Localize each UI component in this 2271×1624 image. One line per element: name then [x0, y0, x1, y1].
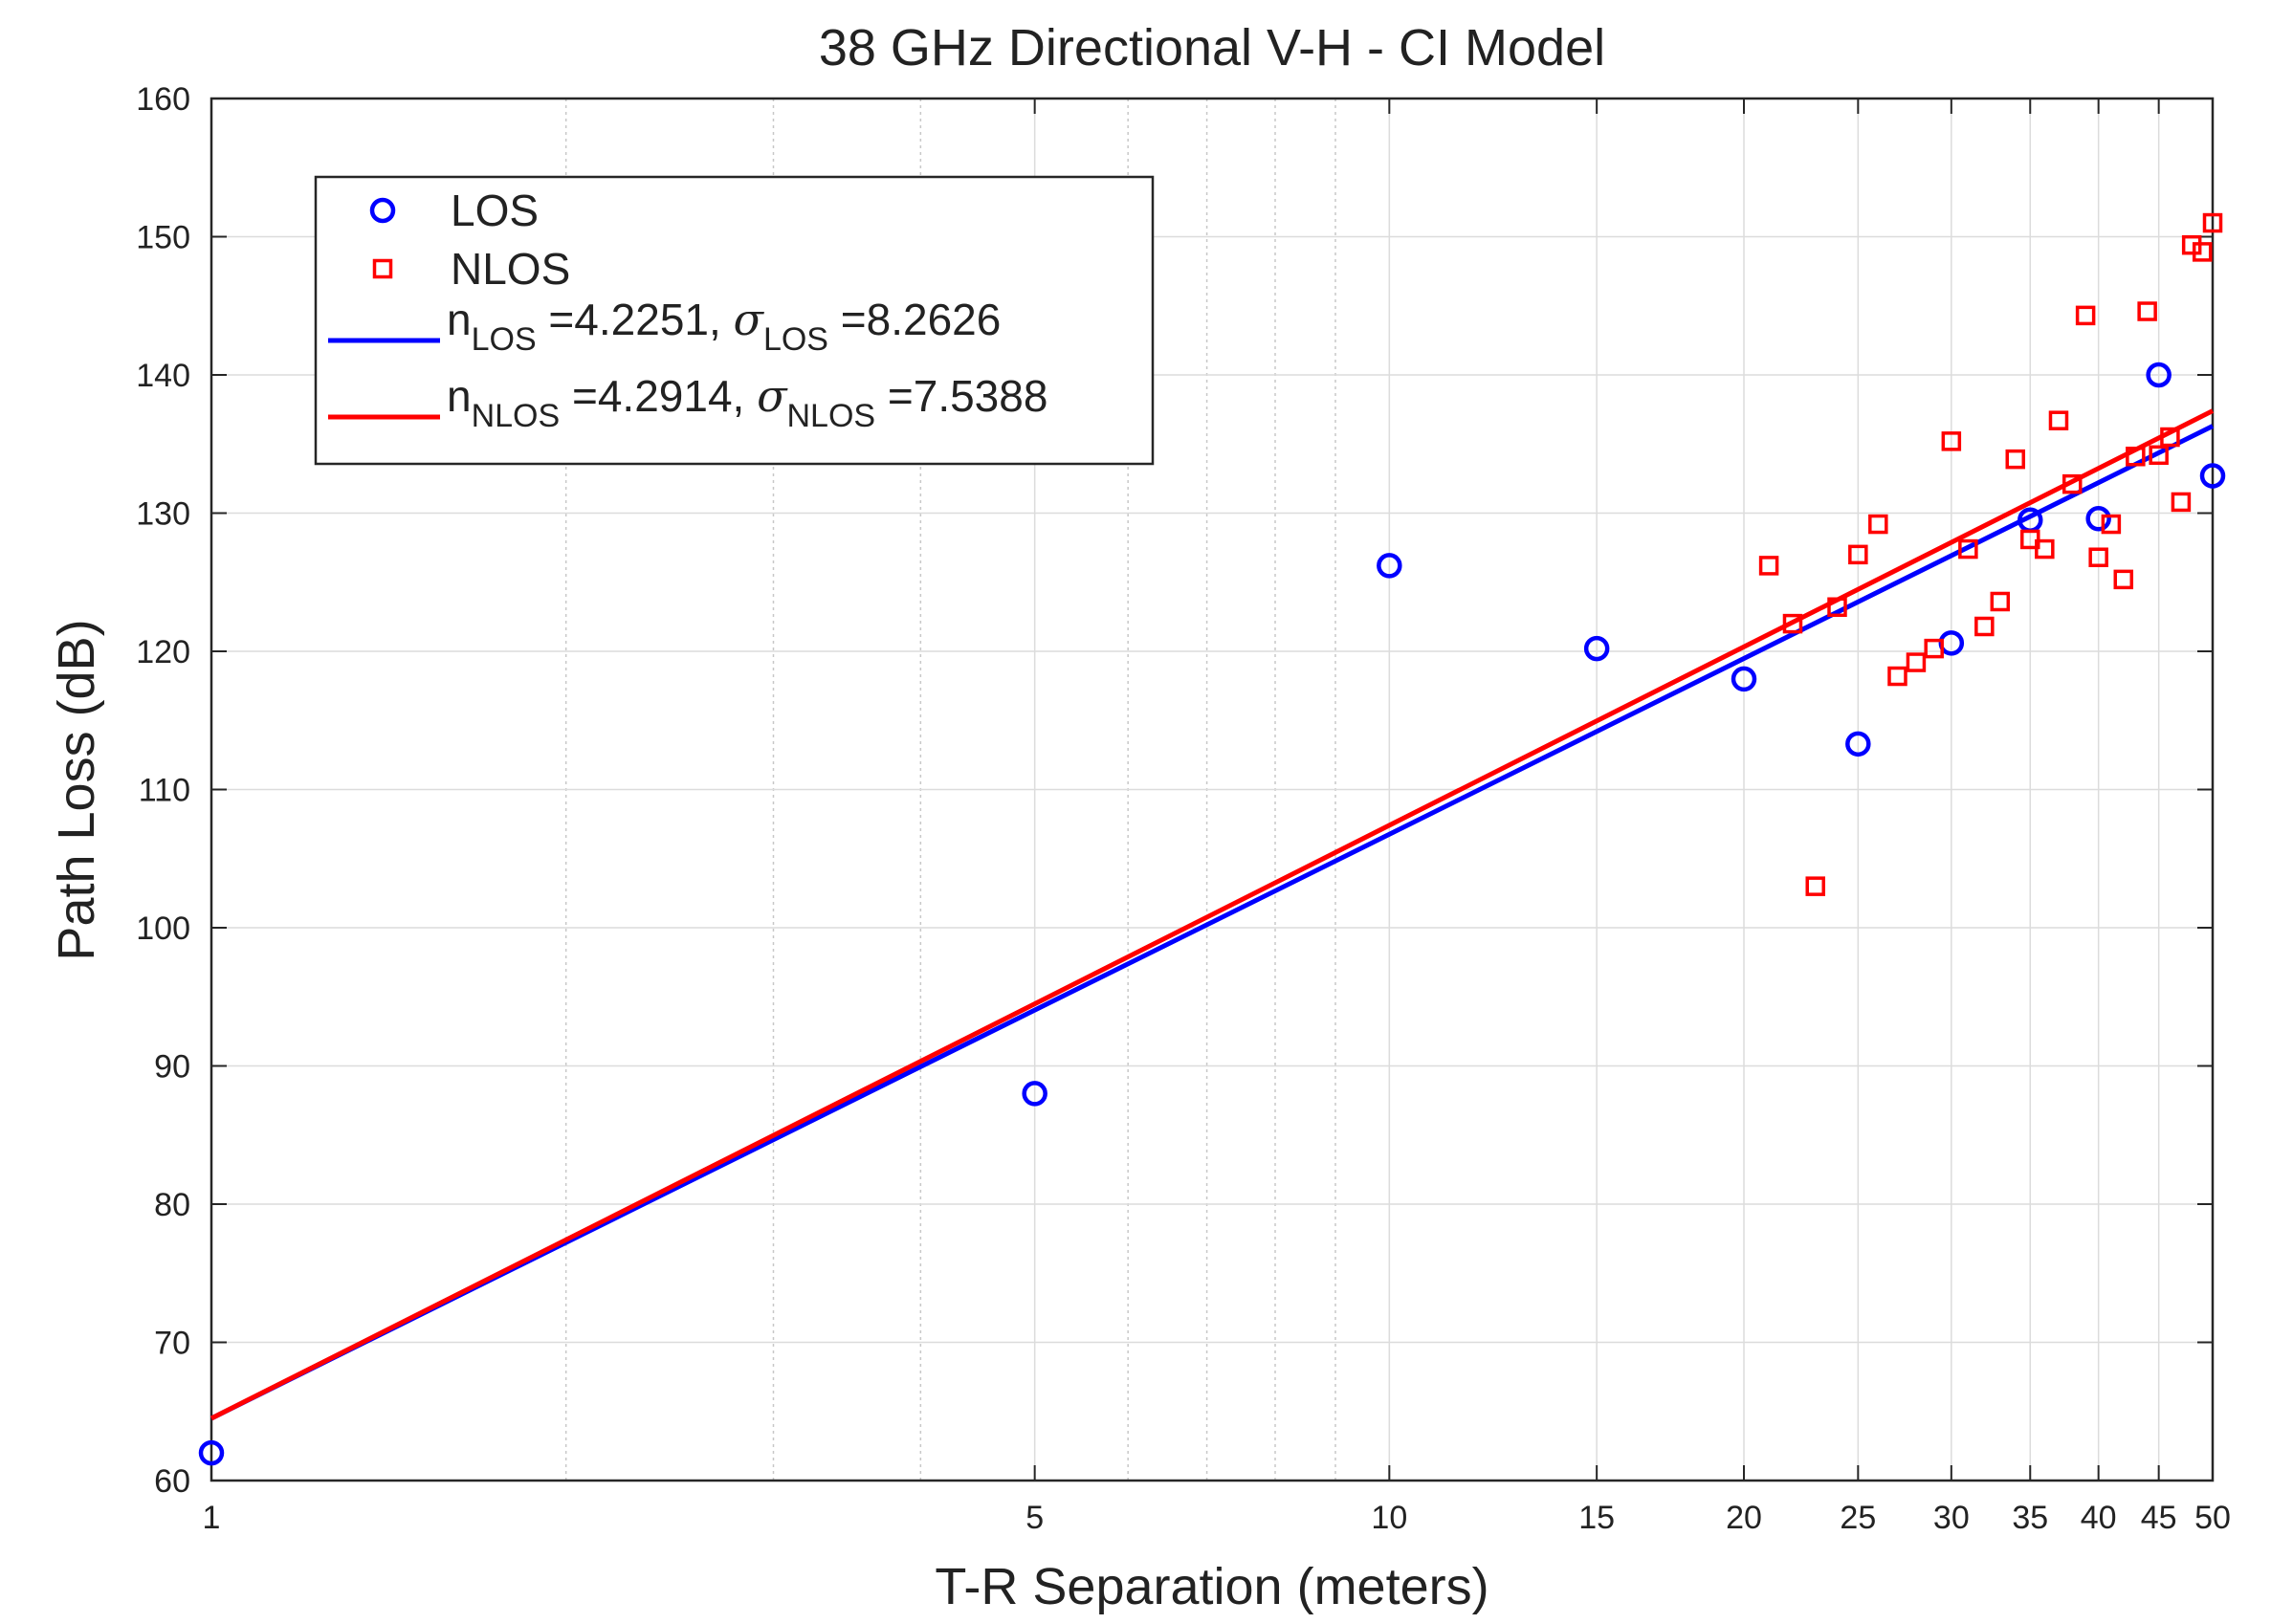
nlos-point [2149, 445, 2169, 466]
los-point [2085, 506, 2111, 532]
legend-nlos-label: NLOS [451, 244, 570, 294]
los-point [2199, 463, 2226, 489]
series-layer [198, 212, 2226, 1466]
nlos-point [2192, 242, 2213, 262]
y-tick-label: 110 [139, 773, 190, 809]
nlos-point [1887, 666, 1907, 687]
legend-los-label: LOS [451, 186, 539, 235]
nlos-point [1868, 514, 1888, 535]
y-tick-label: 130 [136, 496, 190, 533]
nlos-point [2075, 305, 2096, 326]
nlos-point [1974, 616, 1995, 637]
y-tick-label: 140 [136, 358, 190, 394]
nlos-point [1990, 591, 2011, 612]
nlos-point [2126, 447, 2146, 467]
x-tick-label: 10 [1371, 1500, 1407, 1536]
nlos-point [1906, 652, 1927, 672]
y-tick-label: 60 [154, 1463, 190, 1500]
y-tick-label: 70 [154, 1326, 190, 1362]
legend-los-fit-label: nLOS =4.2251, σLOS =8.2626 [447, 294, 1001, 358]
y-tick-label: 120 [136, 634, 190, 670]
nlos-point [1758, 556, 1779, 576]
nlos-point [2048, 410, 2069, 430]
los-point [2146, 362, 2172, 388]
x-tick-label: 40 [2081, 1500, 2117, 1536]
nlos-point [2005, 449, 2026, 470]
nlos-point [2062, 473, 2083, 494]
y-tick-label: 150 [136, 220, 190, 256]
los-point [1377, 553, 1402, 579]
nlos-point [1782, 613, 1803, 634]
legend-nlos-fit-label: nNLOS =4.2914, σNLOS =7.5388 [447, 370, 1047, 434]
nlos-point [2113, 569, 2134, 590]
legend-box [314, 175, 1155, 466]
x-tick-label: 30 [1933, 1500, 1970, 1536]
chart-title: 38 GHz Directional V-H - CI Model [819, 19, 1605, 77]
x-tick-label: 1 [203, 1500, 221, 1536]
x-tick-label: 20 [1726, 1500, 1762, 1536]
x-tick-label: 25 [1840, 1500, 1876, 1536]
fit-line-nlos [209, 408, 2215, 1421]
nlos-point [2035, 538, 2055, 560]
los-point [1731, 666, 1757, 692]
y-tick-label: 90 [154, 1049, 190, 1086]
nlos-point [2137, 301, 2157, 321]
x-tick-label: 5 [1025, 1500, 1044, 1536]
nlos-point [1827, 597, 1847, 618]
nlos-point [2088, 547, 2108, 567]
nlos-point [2171, 492, 2192, 513]
x-tick-label: 50 [2194, 1500, 2231, 1536]
los-point [198, 1439, 225, 1466]
x-axis-label: T-R Separation (meters) [935, 1558, 1488, 1615]
y-tick-label: 160 [136, 81, 190, 118]
nlos-point [1924, 638, 1944, 659]
x-tick-label: 15 [1578, 1500, 1615, 1536]
legend-los-marker [369, 197, 396, 224]
legend-nlos-marker [372, 258, 393, 279]
x-tick-label: 35 [2012, 1500, 2048, 1536]
x-tick-label: 45 [2141, 1500, 2177, 1536]
nlos-point [1805, 876, 1825, 896]
nlos-point [2202, 212, 2223, 233]
los-point [1022, 1081, 1047, 1107]
los-point [1583, 635, 1610, 662]
y-tick-label: 80 [154, 1187, 190, 1223]
axis-ticks: 1 5 10 15 20 25 30 35 40 45 5060708090100110120130… [136, 81, 2231, 1536]
los-point [1845, 731, 1871, 757]
nlos-point [1941, 431, 1962, 451]
nlos-point [1848, 544, 1868, 565]
y-tick-label: 100 [136, 911, 190, 947]
nlos-point [1958, 538, 1978, 560]
nlos-point [2101, 514, 2122, 535]
y-axis-label: Path Loss (dB) [48, 619, 105, 960]
nlos-point [2160, 427, 2180, 448]
